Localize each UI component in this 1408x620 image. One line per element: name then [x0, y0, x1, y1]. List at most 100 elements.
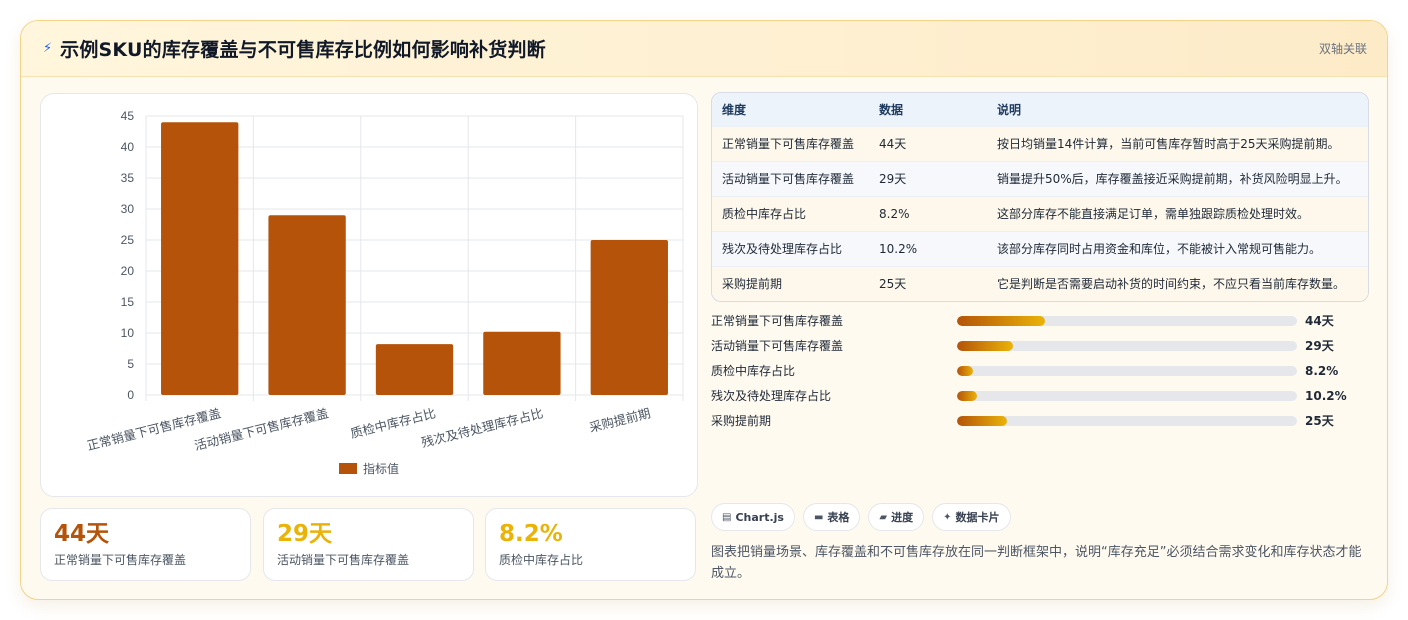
table-cell-description: 销量提升50%后，库存覆盖接近采购提前期，补货风险明显上升。	[987, 160, 1368, 196]
tag-label: 表格	[827, 511, 850, 524]
y-tick-label: 45	[121, 109, 135, 123]
progress-fill	[957, 391, 977, 401]
data-table: 维度 数据 说明 正常销量下可售库存覆盖 44天 按日均销量14件计算，当前可售…	[711, 92, 1369, 302]
x-tick-label: 采购提前期	[588, 405, 652, 435]
table-cell-dimension: 活动销量下可售库存覆盖	[712, 160, 869, 196]
kpi-label: 活动销量下可售库存覆盖	[277, 553, 410, 567]
table-cell-data: 29天	[869, 160, 987, 196]
table-header-row: 维度 数据 说明	[712, 93, 1368, 126]
bar-chart-svg: 051015202530354045正常销量下可售库存覆盖活动销量下可售库存覆盖…	[85, 109, 684, 476]
sparkle-icon: ✦	[943, 511, 952, 523]
table-row: 质检中库存占比 8.2% 这部分库存不能直接满足订单，需单独跟踪质检处理时效。	[712, 195, 1368, 231]
tag-data-card[interactable]: ✦ 数据卡片	[932, 503, 1011, 531]
table-cell-dimension: 正常销量下可售库存覆盖	[712, 125, 869, 161]
kpi-value: 44天	[54, 521, 110, 547]
tag-chartjs[interactable]: ▤ Chart.js	[711, 503, 795, 531]
y-tick-label: 15	[121, 295, 135, 309]
y-tick-label: 30	[121, 202, 135, 216]
progress-value: 10.2%	[1305, 389, 1347, 403]
y-tick-label: 40	[121, 140, 135, 154]
progress-label: 活动销量下可售库存覆盖	[711, 339, 844, 353]
legend-swatch	[339, 463, 357, 474]
kpi-card-qc-ratio: 8.2% 质检中库存占比	[485, 508, 696, 581]
bar	[268, 215, 346, 395]
bar-chart: 0 5 10 15 20 25 30 35 40 45 正常销量下可售库存覆盖 活动销量下可售库存覆盖…	[40, 93, 698, 497]
table-row: 采购提前期 25天 它是判断是否需要启动补货的时间约束，不应只看当前库存数量。	[712, 265, 1368, 301]
table-cell-dimension: 采购提前期	[712, 265, 869, 301]
table-cell-data: 8.2%	[869, 195, 987, 231]
kpi-card-promo-coverage: 29天 活动销量下可售库存覆盖	[263, 508, 474, 581]
y-tick-label: 0	[127, 388, 134, 402]
progress-track	[957, 366, 1297, 376]
progress-track	[957, 316, 1297, 326]
progress-label: 质检中库存占比	[711, 364, 796, 378]
bar	[375, 344, 454, 395]
title-wrap: ⚡ 示例SKU的库存覆盖与不可售库存比例如何影响补货判断	[43, 35, 546, 62]
y-tick-label: 10	[121, 326, 135, 340]
y-tick-label: 35	[121, 171, 135, 185]
page-title: 示例SKU的库存覆盖与不可售库存比例如何影响补货判断	[60, 39, 546, 61]
progress-fill	[957, 316, 1046, 326]
bar	[161, 122, 239, 395]
tag-label: 数据卡片	[955, 511, 1000, 524]
progress-row: 活动销量下可售库存覆盖 29天	[711, 338, 1351, 363]
y-tick-label: 20	[121, 264, 135, 278]
progress-row: 采购提前期 25天	[711, 413, 1351, 438]
tag-label: Chart.js	[735, 510, 784, 524]
tag-progress[interactable]: ▰ 进度	[868, 503, 925, 531]
tag-label: 进度	[891, 511, 914, 524]
table-header-dimension: 维度	[722, 102, 747, 117]
table-cell-data: 44天	[869, 125, 987, 161]
x-tick-label: 残次及待处理库存占比	[420, 405, 545, 450]
header-tag: 双轴关联	[1318, 42, 1367, 56]
progress-label: 正常销量下可售库存覆盖	[711, 314, 844, 328]
legend-label: 指标值	[363, 461, 399, 476]
folder-icon: ▰	[879, 511, 888, 523]
table-row: 正常销量下可售库存覆盖 44天 按日均销量14件计算，当前可售库存暂时高于25天…	[712, 125, 1368, 161]
tag-list: ▤ Chart.js ▬ 表格 ▰ 进度 ✦ 数据卡片	[711, 503, 1011, 531]
kpi-label: 质检中库存占比	[499, 553, 584, 567]
progress-fill	[957, 366, 973, 376]
progress-label: 残次及待处理库存占比	[711, 389, 832, 403]
progress-track	[957, 341, 1297, 351]
table-header-data: 数据	[879, 102, 904, 117]
progress-value: 25天	[1305, 414, 1334, 428]
tag-table[interactable]: ▬ 表格	[802, 503, 861, 531]
progress-value: 44天	[1305, 314, 1334, 328]
progress-row: 残次及待处理库存占比 10.2%	[711, 388, 1351, 413]
card-header: ⚡ 示例SKU的库存覆盖与不可售库存比例如何影响补货判断 双轴关联	[21, 21, 1387, 77]
kpi-card-normal-coverage: 44天 正常销量下可售库存覆盖	[40, 508, 251, 581]
table-cell-description: 按日均销量14件计算，当前可售库存暂时高于25天采购提前期。	[987, 125, 1368, 161]
table-header-description: 说明	[997, 102, 1022, 117]
table-cell-description: 它是判断是否需要启动补货的时间约束，不应只看当前库存数量。	[987, 265, 1368, 301]
progress-track	[957, 391, 1297, 401]
progress-row: 正常销量下可售库存覆盖 44天	[711, 313, 1351, 338]
y-tick-label: 25	[121, 233, 135, 247]
progress-fill	[957, 341, 1014, 351]
progress-label: 采购提前期	[711, 414, 772, 428]
table-cell-dimension: 质检中库存占比	[712, 195, 869, 231]
table-icon: ▬	[813, 511, 824, 523]
kpi-value: 29天	[277, 521, 333, 547]
bar	[590, 240, 668, 395]
y-tick-label: 5	[127, 357, 134, 371]
progress-fill	[957, 416, 1007, 426]
progress-row: 质检中库存占比 8.2%	[711, 363, 1351, 388]
table-row: 活动销量下可售库存覆盖 29天 销量提升50%后，库存覆盖接近采购提前期，补货风…	[712, 160, 1368, 196]
progress-value: 8.2%	[1305, 364, 1339, 378]
metrics-table: 维度 数据 说明 正常销量下可售库存覆盖 44天 按日均销量14件计算，当前可售…	[712, 93, 1368, 301]
table-cell-description: 该部分库存同时占用资金和库位，不能被计入常规可售能力。	[987, 230, 1368, 266]
table-row: 残次及待处理库存占比 10.2% 该部分库存同时占用资金和库位，不能被计入常规可…	[712, 230, 1368, 266]
bar	[483, 331, 561, 395]
lightning-icon: ⚡	[43, 41, 53, 56]
kpi-label: 正常销量下可售库存覆盖	[54, 553, 187, 567]
summary-note: 图表把销量场景、库存覆盖和不可售库存放在同一判断框架中，说明“库存充足”必须结合…	[711, 545, 1362, 581]
kpi-value: 8.2%	[499, 521, 563, 547]
table-cell-description: 这部分库存不能直接满足订单，需单独跟踪质检处理时效。	[987, 195, 1368, 231]
dashboard-card: ⚡ 示例SKU的库存覆盖与不可售库存比例如何影响补货判断 双轴关联 0 5 10 15…	[20, 20, 1388, 600]
table-cell-dimension: 残次及待处理库存占比	[712, 230, 869, 266]
table-cell-data: 10.2%	[869, 230, 987, 266]
chart-icon: ▤	[722, 511, 732, 523]
progress-value: 29天	[1305, 339, 1334, 353]
progress-list: 正常销量下可售库存覆盖 44天 活动销量下可售库存覆盖 29天 质检中库存占比 …	[711, 313, 1351, 438]
